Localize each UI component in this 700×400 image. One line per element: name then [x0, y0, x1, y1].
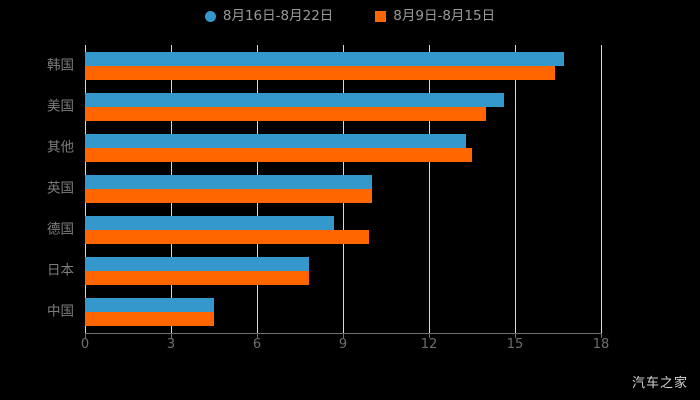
x-tick-label-9: 9: [338, 337, 348, 352]
y-tick-label-美国: 美国: [47, 97, 74, 114]
legend-label-series-2: 8月9日-8月15日: [393, 8, 496, 24]
legend-item-series-2[interactable]: 8月9日-8月15日: [375, 8, 496, 24]
x-tick-mark-3: [171, 333, 172, 338]
gridline-x-12: [429, 45, 430, 333]
bar-英国-series-2[interactable]: [85, 189, 372, 203]
x-tick-label-15: 15: [506, 337, 524, 352]
bar-韩国-series-2[interactable]: [85, 65, 556, 80]
watermark: 汽车之家: [631, 376, 688, 391]
y-tick-label-日本: 日本: [47, 262, 74, 279]
x-tick-label-3: 3: [166, 337, 176, 352]
bar-美国-series-1[interactable]: [85, 92, 504, 107]
bar-其他-series-1[interactable]: [85, 133, 467, 148]
bar-美国-series-2[interactable]: [85, 106, 487, 121]
y-axis-labels: 韩国美国其他英国德国日本中国: [0, 45, 74, 333]
bar-德国-series-2[interactable]: [85, 230, 369, 245]
y-tick-label-其他: 其他: [47, 139, 74, 156]
y-tick-label-韩国: 韩国: [47, 56, 74, 73]
bar-英国-series-1[interactable]: [85, 175, 372, 189]
x-tick-label-0: 0: [80, 337, 90, 352]
legend-marker-square-icon: [375, 11, 387, 23]
legend-marker-circle-icon: [204, 11, 216, 23]
x-tick-mark-12: [429, 333, 430, 338]
legend-label-series-1: 8月16日-8月22日: [222, 8, 334, 24]
x-tick-label-6: 6: [252, 337, 262, 352]
y-tick-label-英国: 英国: [47, 180, 74, 197]
x-tick-mark-6: [257, 333, 258, 338]
gridline-x-18: [601, 45, 602, 333]
bar-韩国-series-1[interactable]: [85, 51, 564, 66]
x-tick-label-18: 18: [592, 337, 610, 352]
y-tick-label-中国: 中国: [47, 303, 74, 320]
bar-日本-series-2[interactable]: [85, 271, 309, 286]
legend-item-series-1[interactable]: 8月16日-8月22日: [204, 8, 334, 24]
bar-中国-series-1[interactable]: [85, 298, 214, 313]
x-tick-mark-0: [85, 333, 86, 338]
x-tick-mark-9: [343, 333, 344, 338]
y-tick-label-德国: 德国: [47, 221, 74, 238]
bar-德国-series-1[interactable]: [85, 216, 335, 231]
bar-中国-series-2[interactable]: [85, 312, 214, 327]
x-tick-label-12: 12: [420, 337, 438, 352]
chart-legend: 8月16日-8月22日 8月9日-8月15日: [0, 8, 700, 24]
x-tick-mark-15: [515, 333, 516, 338]
x-tick-mark-18: [601, 333, 602, 338]
bar-日本-series-1[interactable]: [85, 257, 309, 272]
bar-其他-series-2[interactable]: [85, 147, 472, 162]
plot-area: [85, 45, 602, 333]
gridline-x-15: [515, 45, 516, 333]
